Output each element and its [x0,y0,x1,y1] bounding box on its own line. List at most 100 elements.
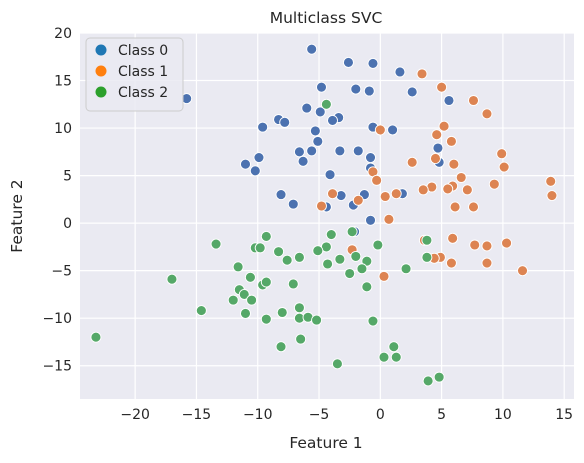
class-1-point [430,153,441,164]
class-2-point [320,98,332,110]
class-2-point [246,294,258,306]
class-2-point [367,315,379,327]
class-1-point [546,190,558,202]
class-2-point [166,273,178,285]
class-0-point [297,155,309,167]
class-2-point [275,341,287,353]
legend-box [85,37,184,112]
class-1-point [449,201,461,213]
chart-title: Multiclass SVC [270,9,383,27]
class-0-point [443,95,455,106]
class-0-point [249,165,261,177]
class-2-point [90,331,102,343]
class-0-point [275,189,287,201]
class-2-point [232,261,244,273]
class-2-point [254,242,266,254]
legend: Class 0 Class 1 Class 2 [85,37,184,112]
class-0-point [324,169,336,181]
legend-marker-class-0 [95,44,107,56]
class-1-point [447,232,459,244]
class-2-point [350,250,362,262]
class-2-point [240,307,251,319]
class-0-point [279,116,291,128]
class-0-point [314,106,326,118]
y-axis-label: Feature 2 [8,179,26,252]
class-0-point [406,86,418,98]
class-0-point [432,142,444,154]
legend-label-class-0: Class 0 [118,43,168,59]
class-2-point [293,302,305,314]
class-1-point [445,135,457,147]
y-tick-label: 0 [63,216,72,232]
class-0-point [334,145,346,157]
class-1-point [416,68,428,80]
class-2-point [378,351,390,363]
class-1-point [417,184,429,196]
y-tick-label: 20 [54,26,72,42]
legend-marker-class-2 [95,86,107,98]
class-1-point [461,184,473,196]
class-0-point [306,43,318,55]
class-1-point [481,108,493,120]
class-2-point [334,253,346,265]
x-tick-labels: −20 −15 −10 −5 0 5 10 15 [120,407,573,423]
class-2-point [344,268,356,279]
class-1-point [481,240,493,252]
class-0-point [316,81,327,93]
class-0-point [327,115,338,126]
x-axis-label: Feature 1 [289,434,362,452]
legend-label-class-2: Class 2 [118,85,168,101]
y-tick-label: 5 [63,169,72,185]
class-1-point [469,239,481,251]
class-0-point [301,102,313,114]
class-0-point [312,135,324,147]
x-tick-label: 0 [376,407,385,423]
class-2-point [311,314,323,326]
class-2-point [276,307,288,318]
class-2-point [356,263,368,275]
class-1-point [352,194,364,206]
class-1-point [501,237,513,249]
class-1-point [468,201,479,213]
class-1-point [438,120,450,132]
class-2-point [421,251,433,263]
class-0-point [253,152,265,163]
class-2-point [361,255,373,267]
x-tick-label: −10 [243,407,273,423]
x-tick-label: −5 [309,407,330,423]
class-0-point [287,198,299,210]
class-2-point [433,371,445,383]
x-tick-label: 5 [437,407,446,423]
class-2-point [390,351,402,363]
class-1-point [371,174,383,186]
class-1-point [379,191,391,202]
class-1-point [448,158,460,170]
class-2-point [346,226,358,238]
class-1-point [383,213,395,225]
class-2-point [331,358,343,370]
class-0-point [365,152,376,163]
class-1-point [468,95,479,106]
class-1-point [442,183,454,195]
class-2-point [372,239,384,251]
class-0-point [365,214,376,226]
class-2-point [260,313,272,325]
class-0-point [394,66,406,78]
y-tick-label: −15 [42,359,72,375]
grid-lines [80,32,574,399]
class-1-point [327,188,338,200]
legend-marker-class-1 [95,65,107,77]
class-2-point [260,230,272,242]
class-1-point [436,81,448,93]
class-1-point [496,148,508,160]
class-2-point [210,238,222,250]
class-0-point [240,158,251,170]
class-0-point [367,57,379,69]
class-1-point [316,200,327,212]
x-tick-label: 15 [555,407,573,423]
class-1-point [445,257,457,269]
class-2-point [325,229,337,240]
x-tick-label: 10 [494,407,512,423]
class-2-point [260,276,272,288]
